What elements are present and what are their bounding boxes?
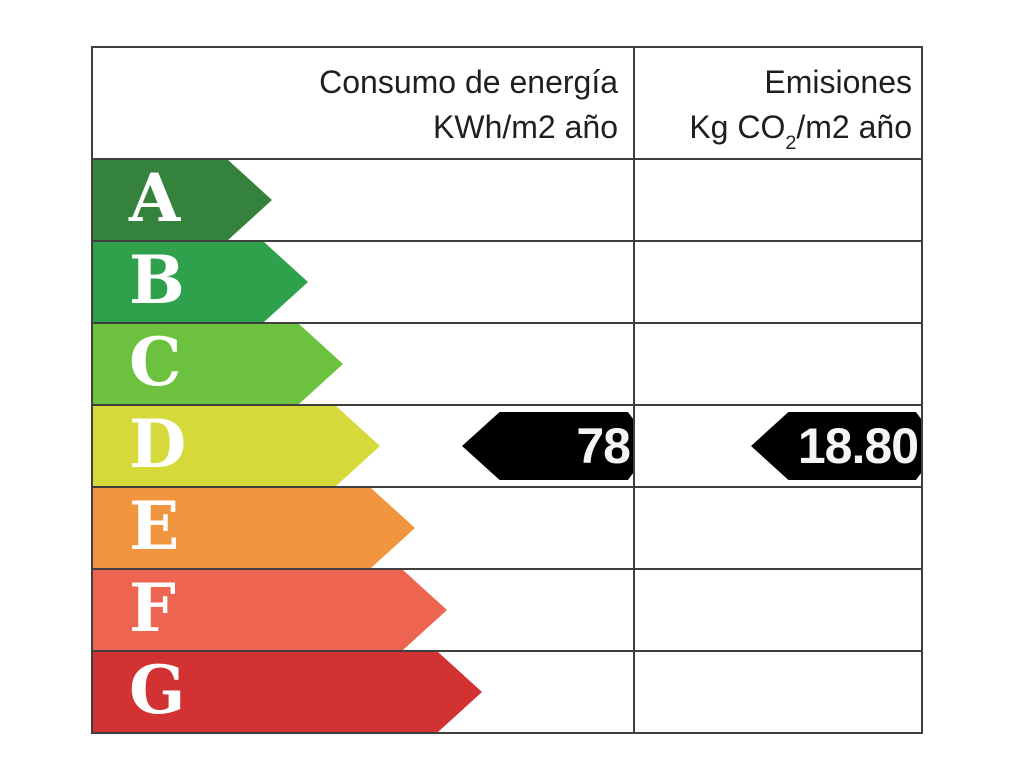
rating-letter-g: G — [129, 651, 186, 730]
rating-band-c: C — [93, 324, 343, 404]
rating-letter-b: B — [129, 241, 185, 320]
rating-row-d: D 78 18.80 — [93, 406, 921, 488]
rating-row-f: F — [93, 570, 921, 652]
rating-band-b: B — [93, 242, 308, 322]
emissions-header-line1: Emisiones — [764, 64, 912, 100]
rating-row-e: E — [93, 488, 921, 570]
consumption-indicator-arrow: 78 — [462, 412, 633, 480]
consumption-header-line2: KWh/m2 año — [433, 109, 618, 145]
rating-letter-f: F — [129, 569, 176, 648]
rating-row-a: A — [93, 160, 921, 242]
rating-row-c: C — [93, 324, 921, 406]
rating-band-g: G — [93, 652, 482, 732]
column-divider-line — [633, 48, 635, 732]
rating-row-g: G — [93, 652, 921, 734]
rating-letter-c: C — [129, 323, 182, 402]
emissions-value: 18.80 — [797, 418, 919, 474]
rating-band-e: E — [93, 488, 415, 568]
emissions-unit-suffix: /m2 año — [796, 109, 912, 145]
emissions-header-line2: Kg CO2/m2 año — [633, 105, 912, 153]
consumption-column-header: Consumo de energía KWh/m2 año — [93, 48, 633, 158]
consumption-value: 78 — [576, 418, 631, 474]
emissions-indicator-arrow: 18.80 — [751, 412, 921, 480]
rating-letter-d: D — [129, 405, 187, 484]
rating-letter-a: A — [129, 159, 181, 238]
rating-band-a: A — [93, 160, 272, 240]
emissions-unit-prefix: Kg CO — [689, 109, 786, 145]
rating-band-f: F — [93, 570, 447, 650]
emissions-unit-subscript: 2 — [785, 131, 797, 154]
rating-row-b: B — [93, 242, 921, 324]
table-header: Consumo de energía KWh/m2 año Emisiones … — [93, 48, 921, 160]
consumption-header-line1: Consumo de energía — [319, 64, 618, 100]
energy-rating-table: Consumo de energía KWh/m2 año Emisiones … — [91, 46, 923, 734]
emissions-column-header: Emisiones Kg CO2/m2 año — [633, 48, 921, 158]
rating-letter-e: E — [129, 487, 180, 566]
rating-band-d: D — [93, 406, 380, 486]
